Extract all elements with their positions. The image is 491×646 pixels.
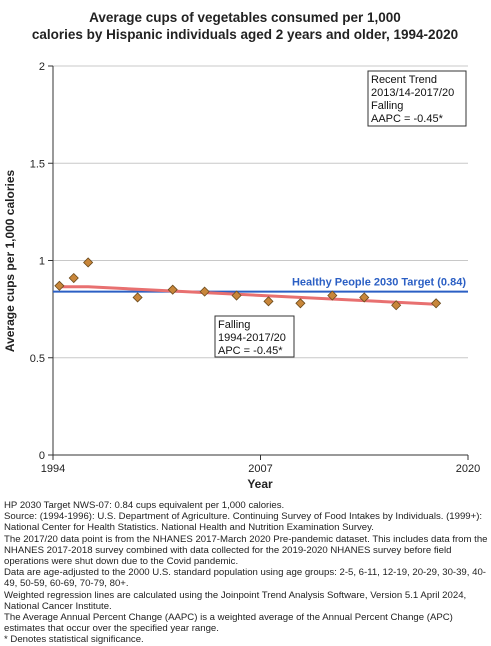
footnote-aapc: The Average Annual Percent Change (AAPC)…: [4, 612, 453, 635]
y-tick-label: 1: [39, 256, 45, 268]
footnote-nhanes: The 2017/20 data point is from the NHANE…: [4, 533, 488, 568]
x-tick-label: 2020: [456, 463, 480, 475]
data-points: [54, 257, 442, 311]
annotation-1-line-3: APC = -0.45*: [218, 345, 283, 357]
annotation-1-line-2: 1994-2017/20: [218, 332, 286, 344]
annotation-box-recent-trend: Recent Trend 2013/14-2017/20 Falling AAP…: [367, 70, 467, 127]
footnote-significance: * Denotes statistical significance.: [4, 634, 144, 646]
chart: Average cups of vegetables consumed per …: [3, 10, 480, 491]
data-point: [199, 286, 210, 297]
annotation-2-line-2: 2013/14-2017/20: [371, 87, 454, 99]
y-tick-label: 1.5: [30, 158, 45, 170]
target-label: Healthy People 2030 Target (0.84): [292, 277, 466, 289]
footnote-regression: Weighted regression lines are calculated…: [4, 589, 467, 612]
data-point: [263, 296, 274, 307]
x-tick-labels: 1994 2007 2020: [41, 455, 480, 475]
x-tick-label: 2007: [248, 463, 272, 475]
x-axis-title: Year: [247, 477, 273, 491]
y-tick-label: 0: [39, 450, 45, 462]
chart-title-line-1: Average cups of vegetables consumed per …: [89, 10, 401, 25]
annotation-2-line-3: Falling: [371, 100, 403, 112]
annotation-box-2-frame: [367, 70, 467, 127]
footnote-target: HP 2030 Target NWS-07: 0.84 cups equival…: [4, 500, 285, 511]
data-point: [54, 280, 65, 291]
x-tick-label: 1994: [41, 463, 65, 475]
y-axis-title: Average cups per 1,000 calories: [3, 170, 17, 353]
data-point: [359, 292, 370, 303]
grid-lines: [53, 65, 468, 359]
data-point: [231, 290, 242, 301]
annotation-1-line-1: Falling: [218, 319, 250, 331]
data-point: [431, 298, 442, 309]
trend-line: [59, 285, 437, 306]
annotation-2-line-1: Recent Trend: [371, 74, 437, 86]
footnotes: HP 2030 Target NWS-07: 0.84 cups equival…: [4, 500, 488, 646]
data-point: [327, 290, 338, 301]
data-point: [83, 257, 94, 268]
footnote-age-adjust: Data are age-adjusted to the 2000 U.S. s…: [4, 567, 486, 590]
chart-title-line-2: calories by Hispanic individuals aged 2 …: [32, 27, 458, 42]
y-tick-label: 0.5: [30, 353, 45, 365]
data-point: [167, 284, 178, 295]
data-point: [132, 292, 143, 303]
footnote-source: Source: (1994-1996): U.S. Department of …: [4, 511, 483, 534]
y-tick-label: 2: [39, 61, 45, 73]
annotation-2-line-4: AAPC = -0.45*: [371, 113, 444, 125]
data-point: [68, 272, 79, 284]
y-tick-labels: 0 0.5 1 1.5 2: [30, 61, 53, 462]
data-point: [295, 298, 306, 309]
annotation-box-1-frame: [214, 315, 295, 358]
data-point: [391, 300, 402, 311]
annotation-box-full-period: Falling 1994-2017/20 APC = -0.45*: [214, 315, 295, 358]
